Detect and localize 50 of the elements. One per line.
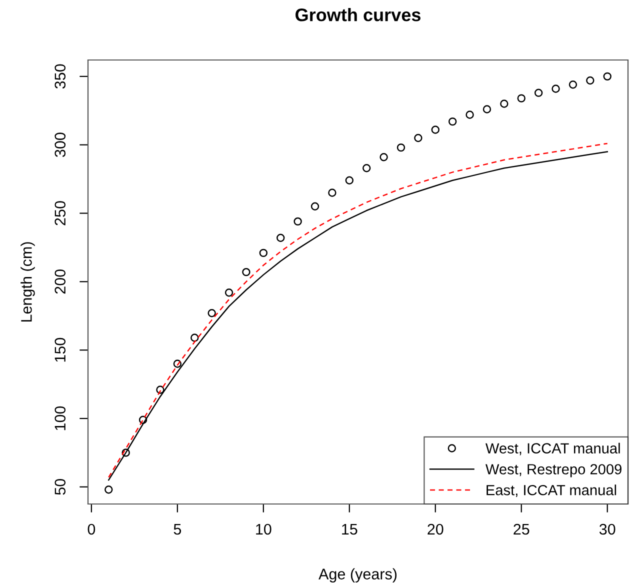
legend-label: West, Restrepo 2009: [486, 464, 622, 478]
legend-label: East, ICCAT manual: [486, 484, 616, 498]
point: [310, 202, 320, 210]
y-tick-label: 200: [54, 270, 66, 294]
point: [586, 76, 594, 85]
legend-label: West, ICCAT manual: [486, 442, 620, 456]
point: [380, 153, 388, 162]
point: [534, 88, 543, 97]
point: [156, 386, 164, 394]
y-tick-label: 100: [54, 406, 66, 430]
y-tick-label: 300: [54, 132, 66, 157]
y-axis-title: Length (cm): [20, 242, 35, 322]
point: [138, 416, 148, 424]
point: [431, 126, 440, 134]
y-tick-label: 250: [54, 201, 66, 226]
point: [500, 100, 508, 108]
point: [414, 134, 422, 142]
x-tick-label: 10: [256, 524, 272, 535]
point: [448, 117, 457, 126]
x-tick-label: 30: [599, 524, 616, 535]
x-tick-label: 15: [342, 524, 358, 535]
point: [345, 176, 354, 185]
point: [603, 72, 612, 81]
point: [224, 288, 234, 297]
point: [259, 248, 268, 258]
point: [552, 84, 560, 93]
x-tick-label: 25: [514, 524, 530, 535]
point: [122, 448, 130, 457]
y-tick-label: 150: [54, 338, 66, 362]
point: [190, 334, 199, 342]
x-tick-label: 0: [88, 524, 96, 535]
point: [466, 110, 474, 119]
point: [482, 105, 492, 114]
y-tick-label: 350: [54, 64, 66, 89]
point: [173, 360, 182, 368]
point: [276, 234, 285, 242]
point: [517, 94, 526, 102]
point: [568, 80, 578, 89]
x-axis-title: Age (years): [318, 568, 397, 582]
chart-title: Growth curves: [296, 8, 420, 22]
point: [362, 164, 371, 172]
x-tick-label: 20: [428, 524, 444, 535]
point: [104, 486, 113, 494]
point: [242, 268, 250, 276]
point: [328, 188, 336, 197]
x-tick-label: 5: [174, 524, 182, 535]
y-tick-label: 50: [54, 478, 66, 495]
point: [294, 217, 302, 226]
point: [208, 309, 216, 318]
point: [396, 143, 406, 152]
